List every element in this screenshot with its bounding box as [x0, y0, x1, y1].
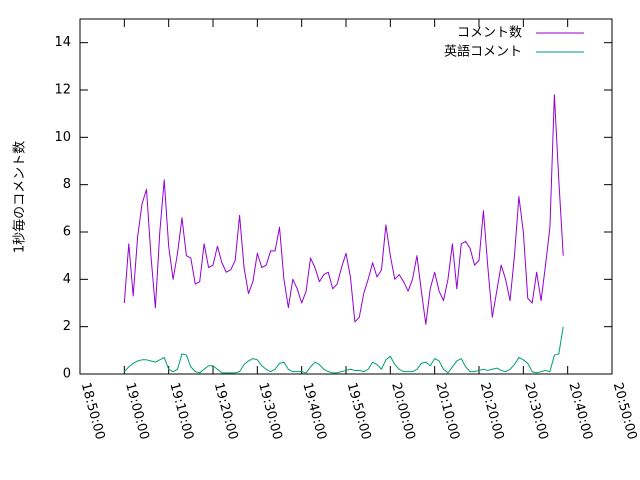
y-tick-label: 6 — [63, 225, 71, 240]
x-tick-label: 19:50:00 — [344, 381, 374, 441]
y-axis-label: 1秒毎のコメント数 — [12, 141, 28, 253]
y-tick-label: 2 — [63, 319, 71, 334]
y-tick-label: 4 — [63, 272, 71, 287]
series-line-0 — [123, 94, 564, 325]
x-tick-label: 18:50:00 — [78, 381, 108, 441]
x-tick-label: 20:10:00 — [432, 381, 462, 441]
series-layer — [123, 94, 564, 374]
series-line-1 — [123, 326, 564, 374]
axes: 0 2 4 6 8 10 12 14 18:50:00 19:00:00 19:10:00 19:20… — [54, 18, 640, 441]
y-tick-label: 12 — [54, 83, 71, 98]
x-tick-label: 19:20:00 — [211, 381, 241, 441]
y-tick-label: 8 — [63, 177, 71, 192]
x-tick-label: 20:40:00 — [565, 381, 595, 441]
legend-label-0: コメント数 — [457, 26, 522, 41]
x-tick-label: 19:30:00 — [255, 381, 285, 441]
y-tick-label: 10 — [54, 130, 71, 145]
x-tick-label: 19:40:00 — [299, 381, 329, 441]
x-tick-label: 20:20:00 — [477, 381, 507, 441]
legend-label-1: 英語コメント — [444, 44, 522, 60]
x-tick-label: 20:30:00 — [521, 381, 551, 441]
y-tick-label: 14 — [54, 35, 71, 50]
x-tick-label: 19:10:00 — [166, 381, 196, 441]
x-tick-label: 20:00:00 — [388, 381, 418, 441]
y-tick-label: 0 — [63, 367, 71, 382]
plot-frame — [79, 18, 613, 375]
x-tick-label: 20:50:00 — [610, 381, 640, 441]
x-tick-label: 19:00:00 — [122, 381, 152, 441]
